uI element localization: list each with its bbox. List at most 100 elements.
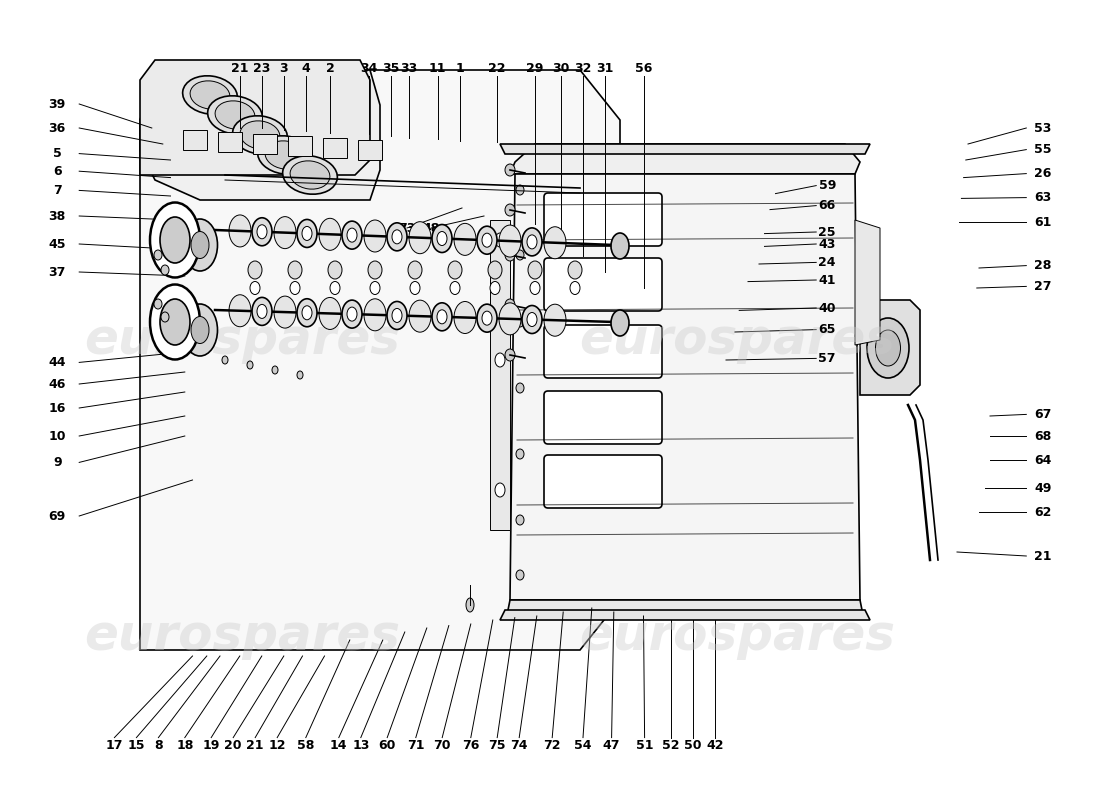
Bar (323, 138, 346, 158)
Text: 9: 9 (53, 456, 62, 469)
FancyBboxPatch shape (544, 258, 662, 311)
Ellipse shape (490, 282, 500, 294)
Bar (183, 130, 207, 150)
Ellipse shape (252, 218, 272, 246)
Text: 28: 28 (1034, 259, 1052, 272)
Text: 10: 10 (48, 430, 66, 442)
Text: 26: 26 (1034, 167, 1052, 180)
Ellipse shape (516, 570, 524, 580)
Polygon shape (510, 144, 860, 174)
Ellipse shape (516, 185, 524, 195)
Ellipse shape (522, 306, 542, 334)
Ellipse shape (265, 141, 305, 169)
Text: 1: 1 (455, 62, 464, 74)
Ellipse shape (229, 294, 251, 326)
Text: 12: 12 (268, 739, 286, 752)
Ellipse shape (409, 222, 431, 254)
Text: 4: 4 (301, 62, 310, 74)
Text: 14: 14 (330, 739, 348, 752)
Ellipse shape (248, 261, 262, 279)
Ellipse shape (257, 225, 267, 238)
Ellipse shape (274, 217, 296, 249)
Text: 44: 44 (48, 356, 66, 369)
Ellipse shape (274, 296, 296, 328)
Ellipse shape (222, 356, 228, 364)
Text: 45: 45 (48, 238, 66, 250)
Text: 33: 33 (400, 62, 418, 74)
Ellipse shape (505, 299, 515, 311)
Text: 34: 34 (360, 62, 377, 74)
Ellipse shape (610, 310, 629, 336)
Ellipse shape (240, 121, 279, 149)
Text: 21: 21 (246, 739, 264, 752)
Text: 49: 49 (1034, 482, 1052, 494)
FancyBboxPatch shape (544, 193, 662, 246)
Bar (253, 134, 277, 154)
Text: 27: 27 (1034, 280, 1052, 293)
Text: 32: 32 (574, 62, 592, 74)
Text: 37: 37 (48, 266, 66, 278)
Polygon shape (510, 174, 860, 600)
Polygon shape (140, 70, 379, 200)
Text: 13: 13 (352, 739, 370, 752)
Polygon shape (140, 70, 620, 650)
Text: 23: 23 (253, 62, 271, 74)
Ellipse shape (154, 250, 162, 260)
Ellipse shape (392, 309, 402, 322)
Ellipse shape (191, 231, 209, 258)
Text: 15: 15 (128, 739, 145, 752)
Ellipse shape (342, 221, 362, 249)
Ellipse shape (408, 261, 422, 279)
Ellipse shape (437, 310, 447, 324)
Ellipse shape (876, 330, 901, 366)
Text: 31: 31 (596, 62, 614, 74)
FancyBboxPatch shape (544, 391, 662, 444)
Ellipse shape (150, 202, 200, 278)
Text: 47: 47 (603, 739, 620, 752)
Ellipse shape (505, 349, 515, 361)
Ellipse shape (432, 303, 452, 331)
Text: 21: 21 (1034, 550, 1052, 562)
Ellipse shape (330, 282, 340, 294)
Polygon shape (507, 600, 864, 615)
Ellipse shape (570, 282, 580, 294)
Ellipse shape (488, 261, 502, 279)
Bar (218, 132, 242, 152)
Ellipse shape (516, 449, 524, 459)
Ellipse shape (516, 383, 524, 393)
Text: eurospares: eurospares (579, 612, 895, 660)
Bar (358, 140, 382, 160)
Text: 61: 61 (1034, 216, 1052, 229)
Ellipse shape (319, 298, 341, 330)
Polygon shape (855, 220, 880, 345)
Ellipse shape (544, 304, 566, 336)
Ellipse shape (229, 215, 251, 247)
Text: 55: 55 (1034, 143, 1052, 156)
Ellipse shape (450, 282, 460, 294)
Ellipse shape (302, 306, 312, 320)
Ellipse shape (505, 249, 515, 261)
Ellipse shape (527, 313, 537, 326)
Text: 30: 30 (552, 62, 570, 74)
Ellipse shape (530, 282, 540, 294)
Polygon shape (140, 60, 370, 175)
Text: 20: 20 (224, 739, 242, 752)
Text: 8: 8 (154, 739, 163, 752)
Text: eurospares: eurospares (579, 316, 895, 364)
Text: 74: 74 (510, 739, 528, 752)
Ellipse shape (387, 302, 407, 330)
Ellipse shape (867, 318, 909, 378)
Ellipse shape (454, 302, 476, 334)
Text: 59: 59 (818, 179, 836, 192)
Ellipse shape (437, 231, 447, 246)
Ellipse shape (297, 371, 302, 379)
Ellipse shape (392, 230, 402, 244)
Ellipse shape (495, 483, 505, 497)
Ellipse shape (409, 300, 431, 332)
Ellipse shape (190, 81, 230, 109)
Ellipse shape (248, 361, 253, 369)
Text: 24: 24 (818, 256, 836, 269)
Text: 25: 25 (818, 226, 836, 238)
Ellipse shape (183, 304, 218, 356)
Text: 29: 29 (526, 62, 543, 74)
